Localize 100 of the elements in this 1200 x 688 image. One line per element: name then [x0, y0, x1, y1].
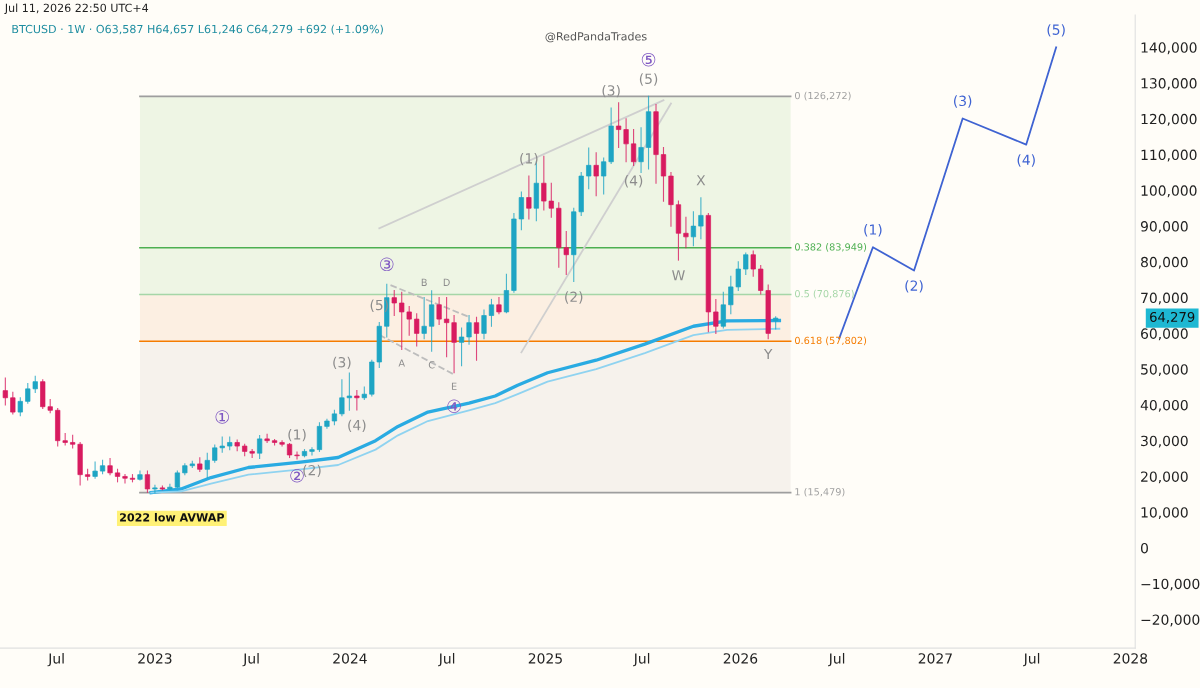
annotation: (2) — [905, 280, 923, 293]
annotation: ② — [290, 469, 304, 483]
ref-line-label: 0.618 (57,802) — [795, 336, 867, 346]
candlestick — [481, 309, 487, 340]
annotation: C — [428, 361, 435, 369]
x-tick-label: 2026 — [723, 653, 758, 664]
x-tick-label: Jul — [438, 652, 455, 667]
ref-line-label: 0.5 (70,876) — [795, 289, 854, 299]
annotation: (4) — [348, 419, 366, 433]
candlestick — [10, 391, 16, 415]
candlestick — [473, 316, 480, 361]
annotation: W — [672, 270, 685, 281]
annotation: B — [421, 278, 427, 286]
candlestick — [279, 440, 285, 447]
ref-line-label: 0.382 (83,949) — [795, 243, 867, 252]
y-tick-label: 130,000 — [1141, 78, 1197, 90]
candlestick — [152, 484, 158, 494]
annotation: (5) — [1047, 24, 1065, 37]
annotation: 2022 low AVWAP — [120, 512, 225, 522]
candlestick — [630, 129, 637, 166]
ref-line-label: 0 (126,272) — [795, 91, 851, 101]
annotation: X — [696, 175, 706, 186]
annotation: (1) — [520, 152, 538, 166]
annotation: ③ — [380, 257, 394, 272]
candlestick — [488, 298, 495, 327]
y-tick-label: 20,000 — [1141, 471, 1188, 484]
candlestick — [204, 452, 210, 479]
candlestick — [593, 152, 599, 197]
candlestick — [660, 146, 667, 202]
y-tick-label: −20,000 — [1141, 614, 1200, 627]
candlestick — [526, 175, 532, 220]
annotation: (1) — [864, 224, 882, 237]
x-tick-label: Jul — [1023, 652, 1040, 667]
y-tick-label: 80,000 — [1141, 256, 1188, 269]
annotation: (4) — [1017, 154, 1035, 167]
candlestick — [354, 390, 360, 411]
y-tick-label: 120,000 — [1141, 113, 1197, 126]
y-tick-label: −10,000 — [1141, 578, 1200, 591]
annotation: (5) — [639, 73, 658, 86]
candlestick — [586, 147, 592, 190]
annotation: (3) — [333, 356, 351, 370]
candlestick — [429, 290, 435, 352]
annotation: (4) — [624, 175, 643, 188]
candlestick — [638, 127, 644, 174]
y-tick-label: 110,000 — [1141, 149, 1197, 162]
annotation: ⑤ — [641, 52, 656, 67]
candlestick — [683, 216, 689, 249]
chart-subtitle: Jul 11, 2026 22:50 UTC+4 — [4, 3, 149, 15]
candlestick — [451, 314, 457, 374]
candlestick — [466, 314, 472, 345]
candlestick — [92, 461, 98, 479]
ref-line-label: 1 (15,479) — [795, 487, 845, 497]
candlestick — [2, 377, 8, 406]
y-tick-label: 70,000 — [1141, 292, 1188, 305]
x-tick-label: Jul — [828, 652, 845, 667]
y-tick-label: 10,000 — [1141, 507, 1188, 520]
candlestick — [436, 297, 442, 326]
candlestick — [750, 250, 756, 277]
candlestick — [264, 433, 270, 444]
x-tick-label: 2023 — [138, 653, 172, 664]
candlestick — [421, 297, 427, 340]
annotation: Y — [763, 348, 773, 360]
annotation: E — [451, 382, 457, 390]
annotation: (1) — [288, 428, 306, 442]
annotation: (3) — [954, 95, 972, 108]
annotation: A — [398, 359, 405, 367]
annotation: ④ — [447, 399, 461, 414]
x-tick-label: 2027 — [918, 653, 952, 664]
candlestick — [309, 447, 315, 456]
x-tick-label: Jul — [242, 652, 259, 667]
candlestick — [294, 451, 300, 460]
y-tick-label: 140,000 — [1141, 42, 1197, 55]
annotation: (3) — [602, 84, 620, 98]
y-tick-label: 30,000 — [1141, 435, 1188, 448]
candlestick — [122, 474, 128, 484]
annotation: @RedPandaTrades — [545, 31, 647, 43]
annotation: D — [443, 278, 450, 286]
candlestick — [743, 252, 749, 275]
annotation: (2) — [565, 291, 583, 304]
candlestick — [713, 298, 719, 334]
x-tick-label: 2024 — [333, 653, 367, 664]
candlestick — [257, 435, 263, 460]
x-tick-label: 2028 — [1113, 653, 1148, 664]
y-tick-label: 40,000 — [1140, 399, 1188, 412]
x-tick-label: 2025 — [528, 653, 562, 664]
y-tick-label: 0 — [1140, 542, 1148, 554]
candlestick — [698, 197, 704, 240]
candlestick — [458, 327, 465, 367]
candlestick — [720, 291, 726, 329]
text: BTCUSD · 1W · O63,587 H64,657 L61,246 C64,279 +692 (+1.09%) — [12, 24, 383, 35]
candlestick — [137, 470, 143, 481]
text: 64,279 — [1150, 311, 1195, 324]
candlestick — [391, 289, 397, 317]
x-tick-label: Jul — [47, 652, 64, 667]
candlestick — [414, 313, 420, 347]
x-tick-label: Jul — [633, 652, 650, 667]
annotation: ① — [215, 410, 229, 424]
y-tick-label: 90,000 — [1140, 221, 1188, 234]
y-tick-label: 100,000 — [1141, 185, 1197, 198]
y-tick-label: 60,000 — [1141, 328, 1188, 341]
